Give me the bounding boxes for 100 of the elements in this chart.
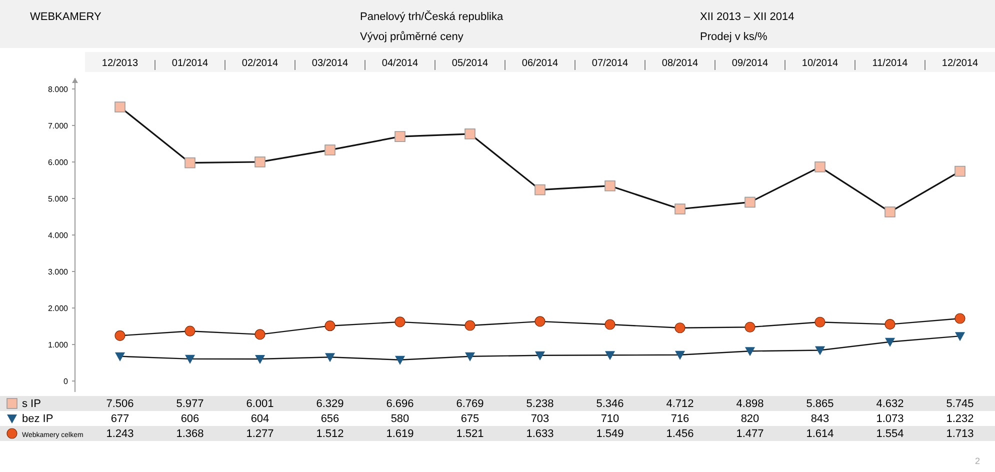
data-label: 7.506	[106, 398, 134, 410]
data-label: 1.554	[876, 428, 904, 440]
data-label: 4.712	[666, 398, 694, 410]
point	[885, 338, 895, 347]
data-label: 1.549	[596, 428, 624, 440]
chart-subtitle: Panelový trh/Česká republika	[360, 10, 504, 23]
point	[675, 350, 685, 360]
data-label: 604	[250, 413, 270, 425]
data-label: 1.232	[946, 413, 974, 425]
data-label: 820	[740, 413, 760, 425]
data-label: 6.329	[316, 398, 344, 410]
x-tick-label: 11/2014	[872, 58, 908, 69]
data-label: 6.001	[246, 398, 274, 410]
legend-label: bez IP	[22, 413, 54, 425]
legend-label: s IP	[22, 398, 41, 410]
point	[465, 352, 475, 362]
point	[394, 131, 406, 142]
point	[674, 322, 686, 334]
point	[744, 322, 756, 332]
text: Prodej v ks/%	[700, 31, 768, 43]
point	[324, 320, 336, 332]
point	[464, 128, 476, 140]
point	[534, 184, 546, 196]
y-tick-label: 2.000	[48, 304, 69, 314]
point	[254, 329, 266, 340]
data-label: 6.696	[386, 398, 414, 410]
data-label: 5.865	[806, 398, 834, 410]
point	[325, 353, 335, 362]
x-tick-label: 10/2014	[802, 58, 839, 69]
point	[255, 354, 265, 364]
data-label: 606	[180, 413, 200, 425]
x-tick-label: 05/2014	[452, 58, 489, 69]
data-label: 1.243	[106, 428, 134, 440]
point	[814, 162, 826, 172]
point	[815, 346, 825, 356]
y-tick-label: 0	[64, 377, 69, 386]
data-label: 1.368	[176, 428, 204, 440]
x-tick-label: 04/2014	[382, 58, 419, 69]
data-label: 1.477	[736, 428, 764, 440]
point	[814, 316, 826, 328]
chart-title: WEBKAMERY	[30, 11, 102, 23]
point	[184, 326, 196, 336]
data-label: 843	[810, 413, 830, 425]
data-label: 1.713	[946, 428, 974, 440]
data-label: 4.898	[736, 398, 764, 410]
data-label: 580	[390, 413, 410, 425]
text: XII 2013 – XII 2014	[700, 11, 794, 23]
x-tick-label: 12/2014	[942, 58, 979, 69]
x-tick-label: 06/2014	[522, 58, 559, 69]
data-label: 1.619	[386, 428, 414, 440]
point	[464, 320, 476, 331]
y-tick-label: 3.000	[48, 268, 69, 277]
data-label: 6.769	[456, 398, 484, 410]
data-label: 4.632	[876, 398, 904, 410]
data-label: 703	[530, 413, 550, 425]
data-label: 1.633	[526, 428, 554, 440]
x-tick-label: 09/2014	[732, 58, 769, 69]
point	[115, 352, 125, 362]
x-tick-label: 08/2014	[662, 58, 699, 69]
point	[185, 354, 195, 364]
point	[884, 206, 896, 218]
point	[394, 316, 406, 328]
y-tick-label: 8.000	[48, 84, 69, 94]
point	[954, 313, 966, 324]
point	[884, 319, 896, 330]
data-label: 716	[670, 413, 690, 425]
data-label: 5.745	[946, 398, 974, 410]
point	[954, 166, 966, 177]
y-tick-label: 4.000	[48, 231, 69, 240]
point	[955, 332, 965, 342]
data-label: 1.456	[666, 428, 694, 440]
data-label: 677	[110, 413, 130, 425]
point	[534, 316, 546, 327]
point	[395, 356, 405, 365]
point	[114, 330, 126, 341]
x-tick-label: 01/2014	[172, 58, 209, 69]
y-tick-label: 6.000	[48, 158, 69, 167]
point	[254, 156, 266, 168]
data-label: 1.512	[316, 428, 344, 440]
x-tick-label: 07/2014	[592, 58, 629, 69]
x-tick-label: 03/2014	[312, 58, 349, 69]
text: Vývoj průměrné ceny	[360, 31, 464, 43]
data-label: 1.521	[456, 428, 484, 440]
data-label: 1.277	[246, 428, 274, 440]
data-label: 675	[460, 413, 480, 425]
point	[535, 351, 545, 360]
data-label: 1.073	[876, 413, 904, 425]
point	[324, 144, 336, 156]
data-label: 5.977	[176, 398, 204, 410]
y-tick-label: 5.000	[48, 194, 69, 204]
x-tick-label: 12/2013	[102, 58, 139, 69]
point	[604, 319, 616, 330]
point	[604, 180, 616, 192]
y-tick-label: 7.000	[48, 121, 69, 130]
data-label: 710	[600, 413, 620, 425]
point	[745, 347, 755, 356]
data-label: 5.346	[596, 398, 624, 410]
point	[674, 204, 686, 214]
data-label: 1.614	[806, 428, 834, 440]
point	[184, 157, 196, 168]
